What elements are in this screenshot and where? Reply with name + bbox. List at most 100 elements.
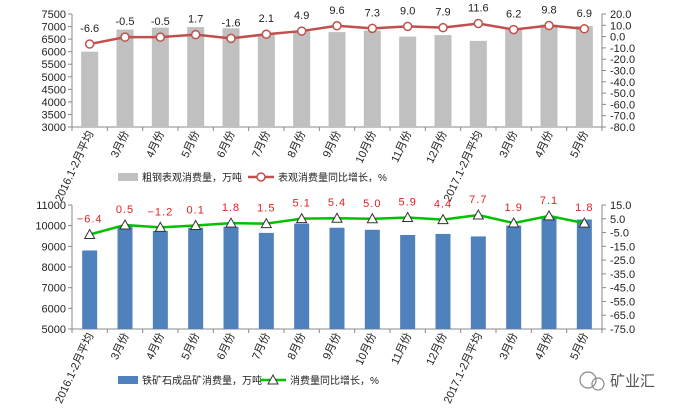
- bar: [540, 24, 558, 127]
- bar: [576, 219, 592, 329]
- left-tick-label: 6000: [42, 303, 66, 315]
- left-tick-label: 7500: [42, 9, 66, 21]
- x-tick-label: 2017.1-2月平均: [441, 129, 485, 204]
- legend-swatch-bar: [118, 173, 138, 181]
- bar: [82, 250, 98, 329]
- wechat-icon-bubble: [591, 377, 605, 391]
- right-tick-label: -20.0: [610, 54, 635, 66]
- data-label: 1.9: [505, 202, 523, 214]
- wechat-icon: [579, 371, 597, 389]
- data-label: −6.4: [77, 213, 103, 225]
- left-tick-label: 5000: [42, 324, 66, 336]
- right-tick-label: -60.0: [610, 99, 635, 111]
- x-tick-label: 3月份: [108, 331, 132, 362]
- data-label: -0.5: [151, 16, 170, 28]
- left-tick-label: 6500: [42, 34, 66, 46]
- line-point: [578, 217, 591, 228]
- data-label: 5.0: [363, 198, 381, 210]
- right-tick-label: -65.0: [610, 310, 635, 322]
- data-label: 6.9: [577, 8, 592, 20]
- right-tick-label: -45.0: [610, 283, 635, 295]
- x-tick-label: 5月份: [567, 331, 591, 362]
- right-tick-label: 20.0: [610, 9, 631, 21]
- x-tick-label: 7月份: [249, 129, 273, 160]
- data-label: 9.6: [329, 5, 344, 17]
- x-tick-label: 4月份: [143, 129, 167, 160]
- bar: [152, 230, 168, 329]
- x-tick-label: 9月份: [320, 129, 344, 160]
- x-tick-label: 4月份: [143, 331, 167, 362]
- line-point: [260, 217, 273, 229]
- x-tick-label: 12月份: [423, 129, 449, 166]
- line-point: [366, 212, 379, 224]
- x-tick-label: 10月份: [353, 331, 379, 368]
- bar: [399, 36, 417, 127]
- x-tick-label: 4月份: [532, 129, 556, 160]
- x-tick-label: 5月份: [567, 129, 591, 160]
- data-label: 5.1: [293, 198, 311, 210]
- left-tick-label: 8000: [42, 262, 66, 274]
- data-label: -0.5: [116, 16, 135, 28]
- legend-label-line: 表观消费量同比增长，%: [278, 171, 387, 184]
- bar: [469, 40, 487, 127]
- data-label: 11.6: [468, 2, 489, 14]
- right-tick-label: -5.0: [610, 228, 629, 240]
- legend-marker: [267, 373, 279, 385]
- x-tick-label: 8月份: [285, 129, 309, 160]
- data-label: 0.5: [116, 204, 134, 216]
- data-label: 1.7: [188, 14, 203, 26]
- bar: [329, 227, 345, 329]
- bar: [188, 227, 204, 329]
- left-tick-label: 5500: [42, 59, 66, 71]
- data-label: 5.4: [328, 197, 346, 209]
- data-label: 5.9: [399, 197, 417, 209]
- x-tick-label: 9月份: [320, 331, 344, 362]
- line-point: [331, 212, 343, 223]
- data-label: 7.1: [540, 195, 558, 207]
- x-tick-label: 4月份: [532, 331, 556, 362]
- bar: [434, 35, 452, 127]
- bar: [81, 51, 99, 127]
- right-tick-label: 10.0: [610, 20, 631, 32]
- legend-marker: [256, 172, 266, 182]
- line-point: [402, 21, 413, 32]
- data-label: 1.8: [222, 202, 240, 214]
- right-tick-label: -80.0: [610, 122, 635, 134]
- data-label: -1.6: [222, 17, 241, 29]
- data-label: 0.1: [187, 205, 205, 217]
- line-point: [507, 217, 520, 228]
- right-tick-label: -50.0: [610, 88, 635, 100]
- watermark-text: 矿业汇: [610, 373, 655, 390]
- x-tick-label: 2016.1-2月平均: [52, 331, 96, 406]
- bar: [187, 27, 205, 127]
- bar: [116, 29, 134, 127]
- right-tick-label: -75.0: [610, 324, 635, 336]
- x-tick-label: 11月份: [388, 129, 414, 165]
- data-label: 1.8: [575, 202, 593, 214]
- line-point: [295, 212, 308, 224]
- data-label: 4.4: [434, 199, 452, 211]
- left-tick-label: 5000: [42, 72, 66, 84]
- line-point: [544, 20, 554, 31]
- data-label: 2.1: [259, 13, 274, 25]
- x-tick-label: 3月份: [108, 129, 132, 160]
- bar: [117, 225, 133, 329]
- bar: [293, 31, 311, 128]
- bar: [328, 32, 346, 127]
- data-label: 1.5: [257, 203, 275, 215]
- bar: [575, 26, 593, 128]
- right-tick-label: -30.0: [610, 66, 635, 78]
- bar: [541, 217, 557, 329]
- left-tick-label: 4000: [42, 97, 66, 109]
- line-point: [154, 221, 167, 232]
- line-point: [155, 32, 166, 42]
- left-tick-label: 3000: [42, 122, 66, 134]
- bar: [222, 28, 240, 128]
- line-point: [296, 26, 307, 36]
- line-point: [579, 24, 590, 34]
- bar: [506, 225, 522, 329]
- x-tick-label: 7月份: [249, 331, 273, 362]
- line-point: [83, 228, 96, 239]
- right-tick-label: -70.0: [610, 111, 635, 123]
- right-tick-label: -15.0: [610, 241, 635, 253]
